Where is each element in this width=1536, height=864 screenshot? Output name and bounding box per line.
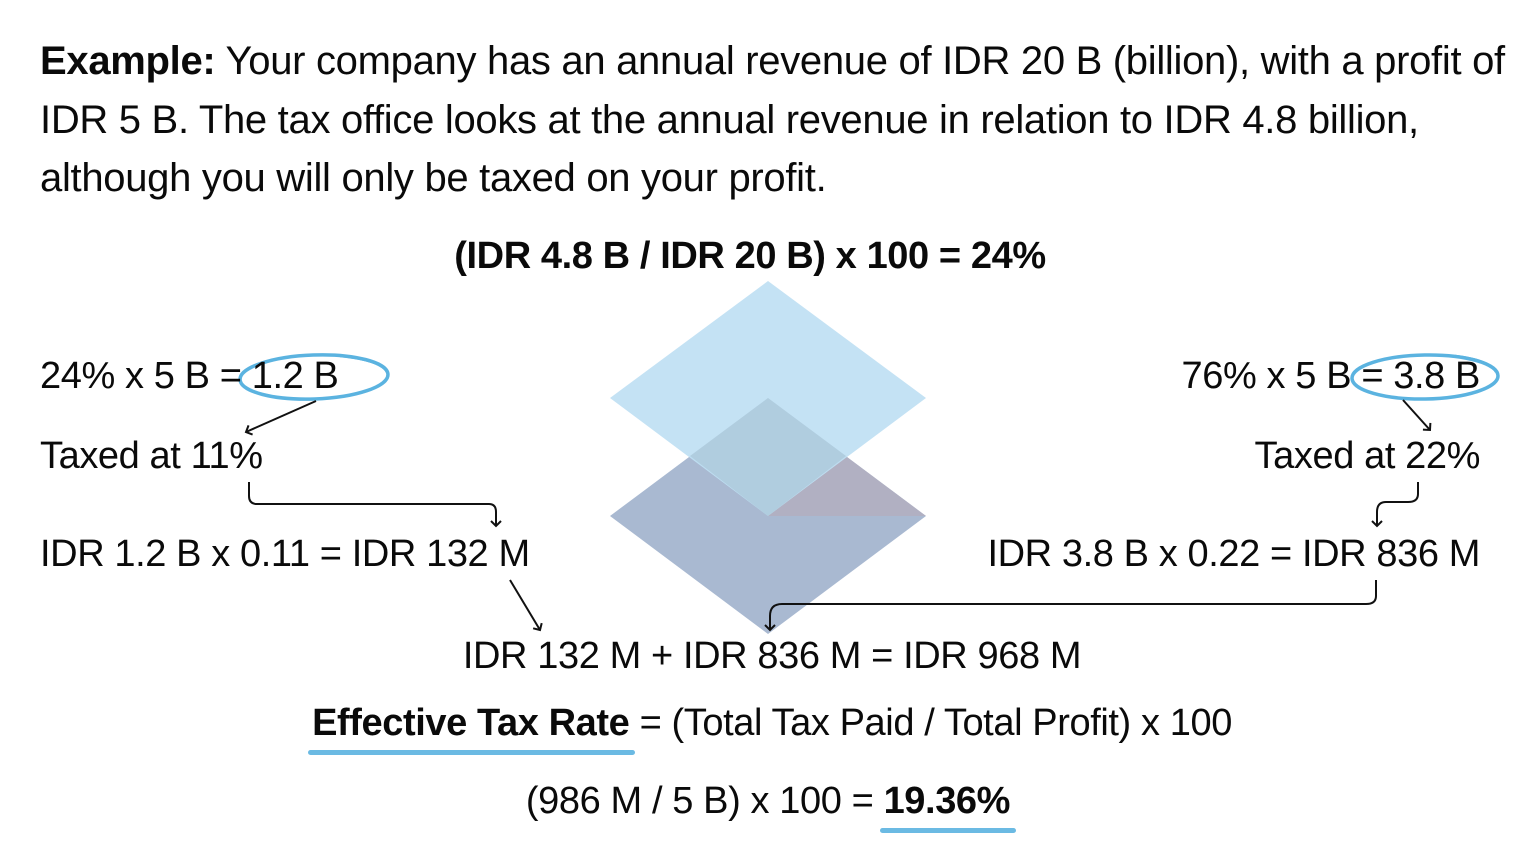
left-portion-prefix: 24% x 5 B [40,355,220,397]
left-portion-result: = 1.2 B [219,355,339,397]
right-portion-result: = 3.8 B [1361,355,1480,397]
revenue-ratio-formula: (IDR 4.8 B / IDR 20 B) x 100 = 24% [454,235,1046,277]
effective-tax-rate-equation: = (Total Tax Paid / Total Profit) x 100 [629,702,1233,744]
right-tax-rate: Taxed at 22% [1254,435,1481,477]
highlight-underline [308,750,636,755]
effective-tax-rate-label: Effective Tax Rate [308,702,636,755]
left-tax-rate: Taxed at 11% [40,435,263,477]
result-calc: (986 M / 5 B) x 100 = 19.36% [0,780,1536,833]
intro-text: Your company has an annual revenue of ID… [40,39,1505,200]
result-value: 19.36% [879,780,1017,833]
right-portion-prefix: 76% x 5 B [1181,355,1362,397]
effective-tax-rate-label-text: Effective Tax Rate [312,702,630,744]
effective-tax-rate-formula: Effective Tax Rate = (Total Tax Paid / T… [0,702,1536,755]
left-tax-calc: IDR 1.2 B x 0.11 = IDR 132 M [40,533,530,575]
total-tax-sum: IDR 132 M + IDR 836 M = IDR 968 M [462,635,1082,677]
right-tax-calc: IDR 3.8 B x 0.22 = IDR 836 M [987,533,1480,575]
result-equation: (986 M / 5 B) x 100 = [525,780,884,822]
right-portion-calc: 76% x 5 B = 3.8 B [1181,355,1481,398]
stacked-diamonds-icon [610,281,926,634]
intro-label: Example: [40,39,216,83]
highlight-underline [879,828,1017,833]
left-portion-calc: 24% x 5 B = 1.2 B [40,355,339,398]
intro-paragraph: Example: Your company has an annual reve… [40,32,1520,208]
result-value-text: 19.36% [883,780,1011,822]
